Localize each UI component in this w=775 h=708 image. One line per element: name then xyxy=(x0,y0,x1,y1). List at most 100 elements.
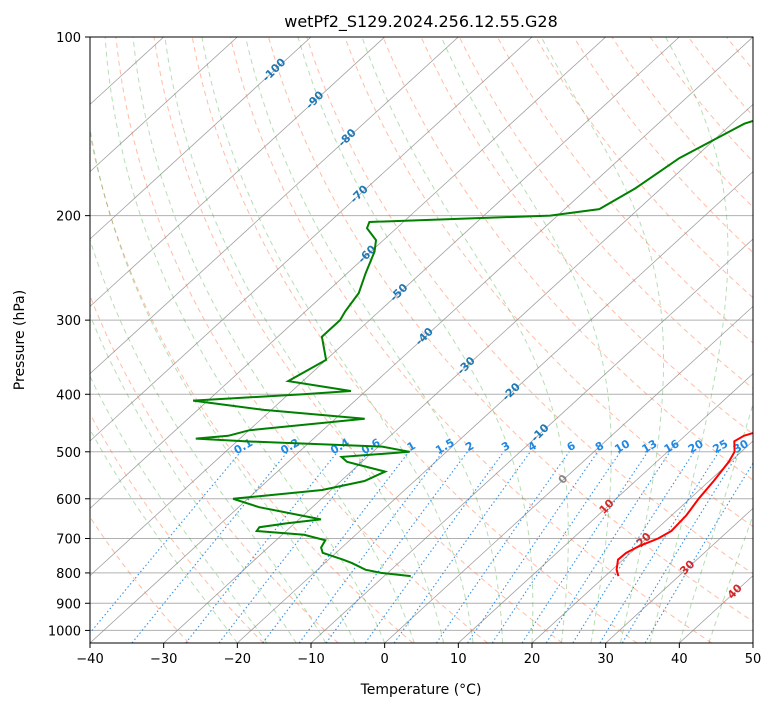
y-tick-label: 500 xyxy=(56,446,81,461)
x-tick-label: 50 xyxy=(745,652,762,667)
isotherm-line xyxy=(458,373,753,643)
dry-adiabat-line xyxy=(268,37,753,623)
isotherm-line xyxy=(752,642,753,643)
mixing-ratio-line xyxy=(545,451,671,643)
moist-adiabat-line xyxy=(649,37,729,643)
moist-adiabat-line xyxy=(708,513,753,643)
axes: −40 −30 −20 −10 0 10 20 30 40 50 100 200 300 400 500 60… xyxy=(48,31,761,667)
dry-adiabat-line xyxy=(458,37,753,390)
isotherm-line xyxy=(531,440,753,643)
moist-adiabat-line xyxy=(132,37,415,643)
x-tick-label: −30 xyxy=(150,652,177,667)
isotherm-line xyxy=(384,305,753,643)
dry-adiabat-line xyxy=(115,37,488,643)
mixing-ratio-label: 36 xyxy=(752,437,772,456)
profile-lines xyxy=(192,119,753,578)
mixing-ratio-line xyxy=(325,451,468,643)
moist-adiabat-line xyxy=(440,37,612,643)
mixing-ratio-line xyxy=(599,451,720,643)
moist-adiabat-line xyxy=(90,428,238,643)
x-tick-label: −20 xyxy=(224,652,251,667)
dry-adiabat-line xyxy=(306,37,753,575)
y-tick-label: 800 xyxy=(56,567,81,582)
dry-adiabat-line xyxy=(90,412,264,643)
isotherm-label: -100 xyxy=(260,55,289,84)
dry-adiabat-line xyxy=(90,516,190,643)
y-tick-label: 700 xyxy=(56,533,81,548)
dry-adiabat-line xyxy=(765,37,775,643)
moist-adiabat-line xyxy=(201,37,474,643)
dry-adiabat-line xyxy=(153,37,563,643)
isotherm-line xyxy=(163,103,753,643)
temperature-profile-line xyxy=(615,431,753,577)
x-tick-label: 40 xyxy=(671,652,688,667)
moist-adiabat-line xyxy=(90,375,268,643)
moist-adiabat-line xyxy=(540,37,664,643)
mixing-ratio-line xyxy=(521,451,649,643)
mixing-ratio-line xyxy=(491,451,621,643)
dry-adiabat-line xyxy=(535,37,753,299)
dry-adiabat-line xyxy=(344,37,753,528)
x-tick-label: 30 xyxy=(597,652,614,667)
dry-adiabat-line xyxy=(90,294,339,643)
mixing-ratio-label: 25 xyxy=(711,437,731,456)
dry-adiabat-line xyxy=(611,37,753,208)
isotherm-line xyxy=(90,37,680,577)
x-tick-label: −40 xyxy=(76,652,103,667)
dry-adiabat-line xyxy=(687,37,753,117)
x-tick-label: 20 xyxy=(524,652,541,667)
mixing-ratio-line xyxy=(131,451,289,643)
y-tick-label: 200 xyxy=(56,210,81,225)
y-tick-label: 900 xyxy=(56,597,81,612)
dry-adiabat-line xyxy=(229,37,712,643)
moist-adiabat-line xyxy=(90,313,297,643)
mixing-ratio-label: 10 xyxy=(612,437,632,456)
x-tick-label: 10 xyxy=(450,652,467,667)
isotherm-line xyxy=(90,37,753,643)
dry-adiabat-line xyxy=(90,131,414,643)
isotherm-line xyxy=(237,171,753,643)
mixing-ratio-label: 16 xyxy=(662,437,682,456)
isotherm-line xyxy=(90,37,238,173)
mixing-ratio-line xyxy=(393,451,531,643)
mixing-ratio-line xyxy=(364,451,505,643)
y-tick-label: 600 xyxy=(56,493,81,508)
mixing-ratio-line xyxy=(467,451,599,643)
dry-adiabat-line xyxy=(496,37,753,344)
mixing-ratio-label: 0.1 xyxy=(232,436,255,457)
background-grid xyxy=(90,37,775,643)
dewpoint-profile-line xyxy=(192,119,753,578)
moist-adiabat-line xyxy=(90,237,327,643)
mixing-ratio-line xyxy=(572,451,695,643)
mixing-ratio-line xyxy=(644,462,753,643)
isotherm-line xyxy=(605,507,753,643)
x-tick-label: 0 xyxy=(381,652,389,667)
dry-adiabat-line xyxy=(191,37,638,643)
x-axis-label: Temperature (°C) xyxy=(360,682,482,698)
mixing-ratio-label: 1.5 xyxy=(433,436,456,457)
moist-adiabat-line xyxy=(245,37,503,643)
mixing-ratio-line xyxy=(435,451,570,643)
moist-adiabat-line xyxy=(104,37,386,643)
isotherm-line xyxy=(90,37,312,240)
y-tick-label: 100 xyxy=(56,31,81,46)
moist-adiabat-line xyxy=(164,37,445,643)
mixing-ratio-line xyxy=(262,451,410,643)
dry-adiabat-line xyxy=(649,37,753,163)
y-tick-label: 1000 xyxy=(48,624,81,639)
plot-frame xyxy=(89,36,754,644)
y-axis-label: Pressure (hPa) xyxy=(12,290,28,390)
mixing-ratio-line xyxy=(218,451,369,643)
isotherm-line xyxy=(90,37,385,307)
moist-adiabat-line xyxy=(297,37,534,643)
mixing-ratio-line xyxy=(621,451,740,643)
isotherm-line xyxy=(90,37,459,375)
x-tick-label: −10 xyxy=(297,652,324,667)
moist-adiabat-line xyxy=(361,37,569,643)
y-tick-label: 300 xyxy=(56,314,81,329)
mixing-ratio-line xyxy=(90,451,242,634)
mixing-ratio-label: 0.4 xyxy=(328,436,352,457)
isotherm-line xyxy=(90,37,533,442)
isotherm-line xyxy=(90,37,606,509)
